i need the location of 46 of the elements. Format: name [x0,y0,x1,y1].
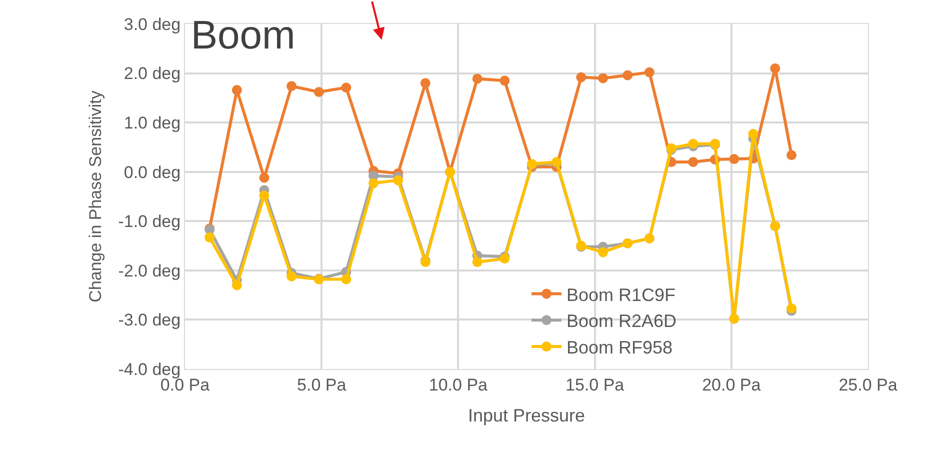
y-axis-title: Change in Phase Sensitivity [86,90,105,302]
point [688,157,698,167]
point [341,82,352,93]
x-tick-label: 25.0 Pa [838,375,898,394]
point [341,274,352,284]
point [368,178,379,188]
legend-label: Boom R1C9F [566,284,676,305]
x-tick-label: 15.0 Pa [565,375,625,394]
point [576,72,586,82]
point [644,67,654,78]
y-tick-label: 1.0 deg [124,114,181,133]
x-axis-title: Input Pressure [468,406,586,426]
point [598,247,608,258]
point [770,63,780,74]
point [729,154,740,164]
legend-label: Boom RF958 [566,338,673,358]
point [393,175,404,186]
y-tick-label: -2.0 deg [118,261,181,280]
x-tick-label: 5.0 Pa [297,375,347,394]
point [500,76,510,86]
point [472,257,482,268]
chart-title: Boom [190,13,296,58]
point [748,128,758,139]
point [259,190,270,201]
point [314,87,324,98]
point [232,85,242,96]
y-tick-label: 3.0 deg [124,14,181,34]
point [688,138,698,149]
x-tick-label: 10.0 Pa [428,375,488,394]
y-tick-label: 0.0 deg [124,162,181,182]
y-tick-label: 2.0 deg [124,64,181,84]
point [286,271,297,282]
point [420,78,430,88]
point [786,150,796,160]
point [286,81,297,92]
x-tick-label: 20.0 Pa [702,375,762,394]
legend-label: Boom R2A6D [566,311,677,332]
y-tick-label: -3.0 deg [118,310,181,330]
point [622,70,633,80]
y-tick-label: -1.0 deg [118,212,181,232]
point [472,74,482,84]
point [259,172,270,183]
point [786,303,796,314]
point [598,73,608,84]
point [232,280,242,290]
point [204,232,215,242]
